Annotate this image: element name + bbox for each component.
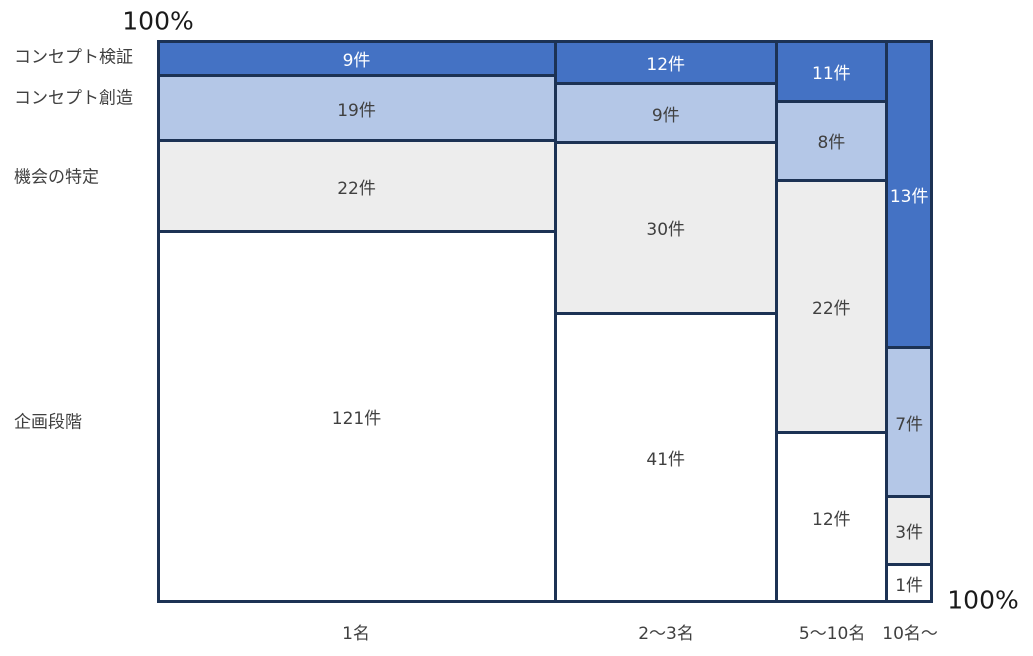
segment-count-label: 12件	[646, 54, 686, 75]
segment-count-label: 121件	[331, 409, 382, 430]
segment-col2-row4: 41件	[556, 314, 775, 601]
segment-count-label: 7件	[895, 414, 924, 435]
y-axis-label-row1: コンセプト検証	[14, 47, 133, 68]
segment-col3-row3: 22件	[777, 182, 885, 432]
segment-col3-row1: 11件	[777, 42, 885, 100]
segment-col2-row1: 12件	[556, 42, 775, 83]
segment-count-label: 30件	[646, 220, 686, 241]
segment-count-label: 12件	[812, 509, 851, 530]
segment-col2-row2: 9件	[556, 85, 775, 142]
segment-count-label: 41件	[646, 450, 686, 471]
mosaic-plot-area: 9件 19件 22件 121件 12件 9件 30件 41件 11件 8件 22件 12件 13件 7件 3…	[157, 40, 933, 603]
x-axis-labels: 1名 2〜3名 5〜10名 10名〜	[157, 617, 938, 644]
segment-col1-row3: 22件	[159, 141, 554, 231]
segment-col1-row4: 121件	[159, 233, 554, 601]
segment-col2-row3: 30件	[556, 144, 775, 312]
segment-col3-row4: 12件	[777, 434, 885, 601]
segment-count-label: 11件	[812, 63, 851, 84]
segment-col4-row1: 13件	[887, 42, 931, 347]
segment-col4-row4: 1件	[887, 565, 931, 601]
segment-count-label: 1件	[895, 575, 924, 596]
segment-count-label: 22件	[337, 178, 376, 199]
segment-col1-row1: 9件	[159, 42, 554, 75]
segment-col4-row3: 3件	[887, 498, 931, 563]
segment-count-label: 3件	[895, 522, 924, 543]
y-axis-label-row4: 企画段階	[14, 412, 82, 433]
segment-count-label: 19件	[337, 100, 376, 121]
axis-top-left-100pct-label: 100%	[122, 6, 194, 36]
segment-count-label: 22件	[812, 299, 851, 320]
axis-bottom-right-100pct-label: 100%	[947, 585, 1019, 615]
x-axis-label-col4: 10名〜	[882, 624, 938, 644]
segment-col3-row2: 8件	[777, 102, 885, 180]
segment-col1-row2: 19件	[159, 77, 554, 139]
segment-count-label: 8件	[817, 133, 846, 154]
x-axis-label-col3: 5〜10名	[798, 624, 866, 644]
x-axis-label-col2: 2〜3名	[638, 624, 694, 644]
segment-count-label: 13件	[889, 186, 929, 207]
y-axis-label-row3: 機会の特定	[14, 167, 99, 188]
y-axis-label-row2: コンセプト創造	[14, 88, 133, 109]
y-axis-labels: コンセプト検証 コンセプト創造 機会の特定企画段階	[14, 40, 154, 603]
x-axis-label-col1: 1名	[342, 624, 370, 644]
segment-col4-row2: 7件	[887, 349, 931, 496]
segment-count-label: 9件	[651, 105, 680, 126]
segment-count-label: 9件	[342, 50, 371, 71]
